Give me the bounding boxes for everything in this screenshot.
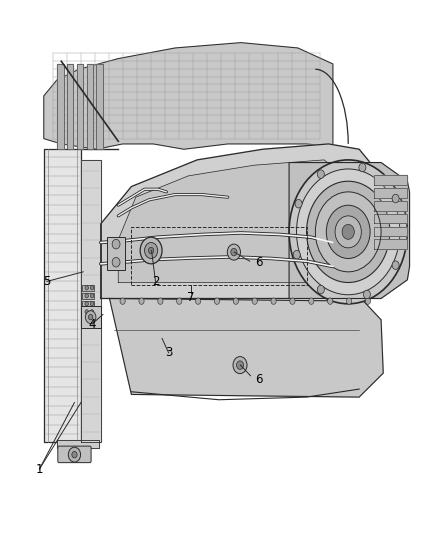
Circle shape	[328, 298, 333, 304]
Circle shape	[326, 205, 370, 259]
Polygon shape	[57, 64, 64, 149]
Text: 7: 7	[187, 291, 194, 304]
Circle shape	[315, 192, 381, 272]
Circle shape	[195, 298, 201, 304]
Circle shape	[297, 169, 400, 295]
Circle shape	[359, 163, 366, 172]
Circle shape	[72, 451, 77, 458]
Circle shape	[307, 181, 390, 282]
Circle shape	[85, 310, 88, 314]
Polygon shape	[374, 239, 407, 249]
FancyBboxPatch shape	[58, 446, 91, 463]
Text: 5: 5	[43, 275, 50, 288]
Polygon shape	[289, 163, 410, 298]
Text: 6: 6	[254, 256, 262, 269]
Circle shape	[214, 298, 219, 304]
Circle shape	[68, 447, 81, 462]
Text: 2: 2	[152, 275, 159, 288]
Circle shape	[112, 239, 120, 249]
Circle shape	[120, 298, 125, 304]
Circle shape	[295, 199, 302, 208]
Circle shape	[346, 298, 352, 304]
Polygon shape	[110, 298, 383, 397]
Circle shape	[90, 302, 94, 306]
Polygon shape	[96, 64, 103, 149]
Circle shape	[90, 294, 94, 298]
Text: 1: 1	[35, 463, 43, 475]
Circle shape	[85, 302, 88, 306]
Circle shape	[139, 298, 144, 304]
Circle shape	[342, 224, 354, 239]
FancyBboxPatch shape	[82, 293, 94, 299]
FancyBboxPatch shape	[82, 301, 94, 307]
Circle shape	[233, 298, 238, 304]
Polygon shape	[374, 214, 407, 223]
Polygon shape	[57, 440, 99, 448]
Polygon shape	[101, 144, 377, 298]
Circle shape	[90, 286, 94, 290]
Circle shape	[271, 298, 276, 304]
Polygon shape	[118, 160, 350, 282]
Circle shape	[309, 298, 314, 304]
Circle shape	[85, 294, 88, 298]
Circle shape	[88, 314, 93, 320]
Polygon shape	[374, 188, 407, 198]
Circle shape	[145, 243, 158, 259]
Polygon shape	[374, 201, 407, 211]
Text: 4: 4	[88, 318, 96, 330]
Circle shape	[289, 160, 407, 304]
Circle shape	[140, 237, 162, 264]
Circle shape	[317, 285, 324, 294]
Circle shape	[293, 251, 300, 259]
Circle shape	[233, 357, 247, 374]
Circle shape	[158, 298, 163, 304]
Polygon shape	[67, 64, 73, 149]
FancyBboxPatch shape	[82, 285, 94, 291]
Circle shape	[392, 195, 399, 203]
Circle shape	[335, 216, 361, 248]
Polygon shape	[44, 43, 333, 149]
Circle shape	[290, 298, 295, 304]
Polygon shape	[81, 160, 101, 442]
Circle shape	[231, 248, 237, 256]
Circle shape	[252, 298, 258, 304]
Circle shape	[392, 261, 399, 270]
Text: 3: 3	[165, 346, 172, 359]
Circle shape	[112, 257, 120, 267]
Bar	[44, 149, 81, 442]
Polygon shape	[374, 175, 407, 185]
Circle shape	[364, 290, 371, 298]
Polygon shape	[77, 64, 83, 149]
Circle shape	[177, 298, 182, 304]
Circle shape	[90, 310, 94, 314]
Circle shape	[227, 244, 240, 260]
Circle shape	[365, 298, 371, 304]
FancyBboxPatch shape	[107, 237, 125, 270]
FancyBboxPatch shape	[81, 306, 101, 328]
Circle shape	[317, 170, 324, 179]
FancyBboxPatch shape	[82, 309, 94, 315]
Polygon shape	[374, 227, 407, 236]
Circle shape	[148, 247, 154, 254]
Polygon shape	[87, 64, 93, 149]
Circle shape	[85, 311, 96, 324]
Circle shape	[85, 286, 88, 290]
Text: 6: 6	[254, 373, 262, 386]
Circle shape	[237, 361, 244, 369]
